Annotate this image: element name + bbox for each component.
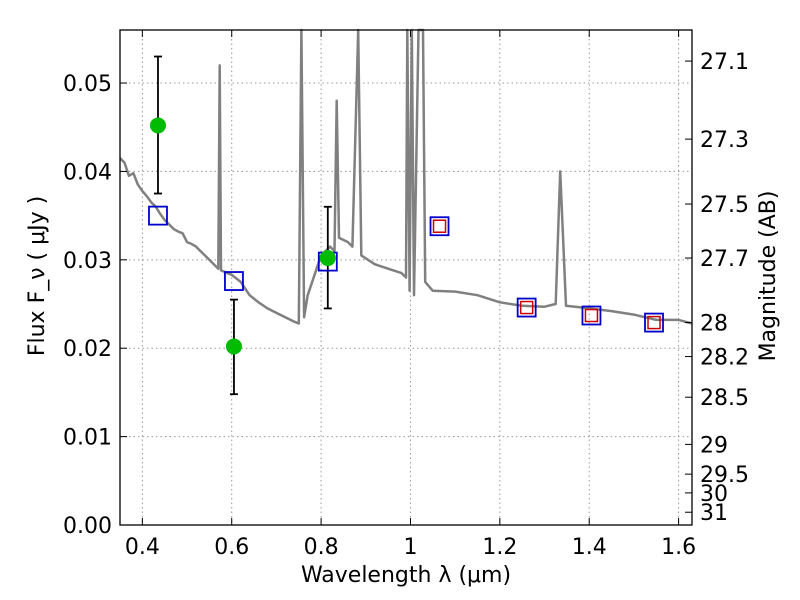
x-tick-label-3: 1 [403, 535, 417, 560]
y-axis-ticks: 0.00 0.01 0.02 0.03 0.04 0.05 [63, 72, 127, 539]
red-square-marker-1 [519, 300, 534, 315]
model-photometry-marker-6 [644, 312, 664, 333]
model-photometry-marker-4 [516, 297, 537, 318]
y2-tick-label-0: 27.1 [700, 50, 749, 75]
y2-tick-label-7: 29 [700, 433, 728, 458]
y2-axis-label: Magnitude (AB) [756, 191, 781, 362]
y2-tick-label-2: 27.5 [700, 193, 749, 218]
y2-tick-label-4: 28 [700, 311, 728, 336]
y2-tick-label-10: 31 [700, 501, 728, 526]
y-tick-label-1: 0.01 [63, 426, 112, 451]
x-axis-label: Wavelength λ (μm) [301, 563, 511, 588]
y-tick-label-5: 0.05 [63, 72, 112, 97]
y-axis-label: Flux F_ν ( μJy ) [25, 196, 50, 356]
y-tick-label-0: 0.00 [63, 514, 112, 539]
model-spectrum-line [119, 28, 693, 325]
red-square-marker-0 [432, 219, 447, 233]
y-tick-label-3: 0.03 [63, 249, 112, 274]
model-photometry-marker-1 [224, 271, 244, 291]
y2-tick-label-1: 27.3 [700, 128, 749, 153]
model-photometry-marker-3 [429, 216, 450, 237]
red-square-marker-2 [584, 308, 599, 323]
x-tick-label-0: 0.4 [125, 535, 160, 560]
observed-flux-point-1 [225, 338, 242, 355]
model-spectrum-layer [119, 28, 693, 325]
y2-tick-label-9: 30 [700, 482, 728, 507]
y-tick-label-2: 0.02 [63, 337, 112, 362]
x-tick-label-5: 1.4 [572, 535, 607, 560]
x-tick-label-4: 1.2 [482, 535, 517, 560]
error-bars [153, 55, 332, 396]
x-tick-label-1: 0.6 [214, 535, 249, 560]
x-tick-label-6: 1.6 [661, 535, 696, 560]
model-photometry-marker-0 [148, 205, 168, 226]
x-tick-label-2: 0.8 [304, 535, 339, 560]
y2-tick-label-5: 28.2 [700, 346, 749, 371]
observed-flux-point-0 [149, 117, 166, 134]
observed-flux-point-2 [319, 250, 336, 267]
red-square-marker-3 [647, 315, 661, 330]
x-axis-ticks: 0.4 0.6 0.8 1 1.2 1.4 1.6 [125, 30, 696, 560]
photometry-markers [148, 117, 664, 355]
model-photometry-marker-5 [581, 305, 602, 326]
y-tick-label-4: 0.04 [63, 160, 112, 185]
y2-tick-label-6: 28.5 [700, 386, 749, 411]
y2-tick-label-3: 27.7 [700, 247, 749, 272]
y2-tick-label-8: 29.5 [700, 463, 749, 488]
plot-frame [119, 29, 693, 526]
